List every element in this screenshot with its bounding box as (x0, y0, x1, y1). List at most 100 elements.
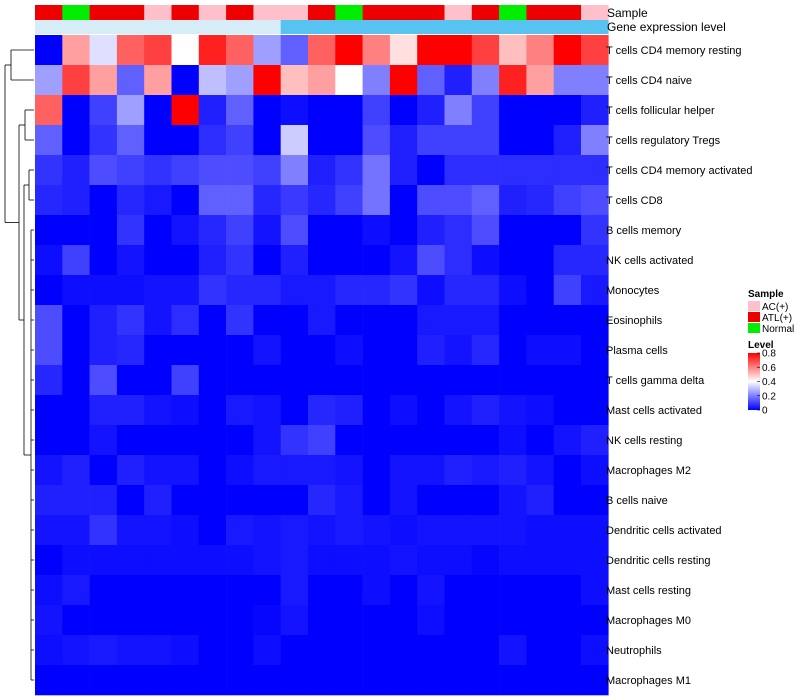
heatmap-cell (144, 245, 172, 276)
heatmap-cell (389, 545, 418, 576)
heatmap-cell (471, 665, 500, 696)
heatmap-cell (581, 215, 609, 246)
heatmap-cell (144, 215, 172, 246)
heatmap-cell (444, 95, 473, 126)
heatmap-cell (171, 275, 200, 306)
heatmap-cell (444, 395, 473, 426)
gene-expression-track-label: Gene expression level (607, 20, 726, 34)
row-label: T cells CD4 memory resting (606, 45, 742, 57)
heatmap-cell (471, 455, 500, 486)
gene-expression-annotation-cell (280, 20, 309, 34)
heatmap-cell (280, 485, 309, 516)
heatmap-cell (171, 35, 200, 66)
heatmap-cell (389, 365, 418, 396)
heatmap-cell (308, 185, 336, 216)
heatmap-cell (89, 95, 118, 126)
heatmap-cell (335, 65, 363, 96)
heatmap-cell (553, 455, 582, 486)
heatmap-cell (526, 335, 554, 366)
heatmap-cell (89, 185, 118, 216)
legend: Sample AC(+)ATL(+)Normal Level 0.8 0.6 0.4… (748, 289, 794, 417)
heatmap-cell (198, 515, 227, 546)
heatmap-cell (198, 635, 227, 666)
sample-annotation-cell (444, 5, 473, 20)
gene-expression-annotation-cell (444, 20, 473, 34)
heatmap-cell (280, 605, 309, 636)
heatmap-cell (62, 635, 90, 666)
heatmap-cell (471, 395, 500, 426)
heatmap-cell (253, 65, 281, 96)
heatmap-cell (35, 545, 63, 576)
heatmap-cell (362, 305, 391, 336)
heatmap-cell (335, 395, 363, 426)
heatmap-cell (335, 635, 363, 666)
heatmap-cell (144, 365, 172, 396)
heatmap-cell (335, 455, 363, 486)
heatmap-cell (280, 35, 309, 66)
heatmap-cell (144, 65, 172, 96)
heatmap-cell (581, 455, 609, 486)
legend-sample-swatch (748, 312, 760, 322)
heatmap-cell (362, 335, 391, 366)
heatmap-cell (581, 395, 609, 426)
heatmap-cell (553, 65, 582, 96)
heatmap-cell (171, 575, 200, 606)
heatmap-cell (389, 395, 418, 426)
heatmap-cell (308, 425, 336, 456)
heatmap-cell (253, 575, 281, 606)
heatmap-cell (335, 275, 363, 306)
heatmap-cell (144, 635, 172, 666)
heatmap-cell (417, 395, 445, 426)
heatmap-cell (35, 455, 63, 486)
heatmap-cell (362, 515, 391, 546)
heatmap-cell (389, 185, 418, 216)
heatmap-cell (444, 605, 473, 636)
heatmap-cell (553, 275, 582, 306)
heatmap-cell (417, 635, 445, 666)
heatmap-cell (198, 425, 227, 456)
heatmap-cell (89, 35, 118, 66)
heatmap-cell (280, 95, 309, 126)
heatmap-cell (444, 35, 473, 66)
heatmap-cell (389, 425, 418, 456)
heatmap-cell (553, 665, 582, 696)
heatmap-cell (362, 65, 391, 96)
heatmap-cell (417, 305, 445, 336)
legend-level-ticks: 0.8 0.6 0.4 0.2 0 (757, 349, 776, 417)
legend-level-tick-label: 0.6 (762, 363, 776, 374)
heatmap-cell (89, 395, 118, 426)
heatmap-cell (89, 245, 118, 276)
heatmap-cell (308, 305, 336, 336)
heatmap-cell (171, 335, 200, 366)
heatmap-cell (35, 485, 63, 516)
heatmap-cell (499, 665, 527, 696)
legend-sample-swatch (748, 323, 760, 333)
heatmap-cell (253, 425, 281, 456)
heatmap-cell (389, 485, 418, 516)
heatmap-cell (417, 95, 445, 126)
heatmap-cell (553, 515, 582, 546)
heatmap-cell (171, 65, 200, 96)
heatmap-cell (62, 665, 90, 696)
gene-expression-annotation-cell (253, 20, 281, 34)
heatmap-cell (362, 575, 391, 606)
heatmap-cell (171, 515, 200, 546)
row-label: NK cells activated (606, 255, 693, 267)
gene-expression-annotation-cell (362, 20, 391, 34)
heatmap-cell (116, 605, 145, 636)
gene-expression-annotation-cell (226, 20, 254, 34)
heatmap-cell (581, 575, 609, 606)
row-label: Macrophages M0 (606, 615, 691, 627)
heatmap-cell (35, 245, 63, 276)
heatmap-cell (253, 35, 281, 66)
heatmap-cell (553, 605, 582, 636)
heatmap-cell (89, 275, 118, 306)
row-label: T cells regulatory Tregs (606, 135, 721, 147)
heatmap-cell (335, 605, 363, 636)
heatmap-cell (362, 215, 391, 246)
heatmap-cell (116, 125, 145, 156)
heatmap-cell (362, 185, 391, 216)
gene-expression-annotation-cell (581, 20, 609, 34)
heatmap-cell (35, 185, 63, 216)
sample-annotation-track (35, 5, 609, 20)
